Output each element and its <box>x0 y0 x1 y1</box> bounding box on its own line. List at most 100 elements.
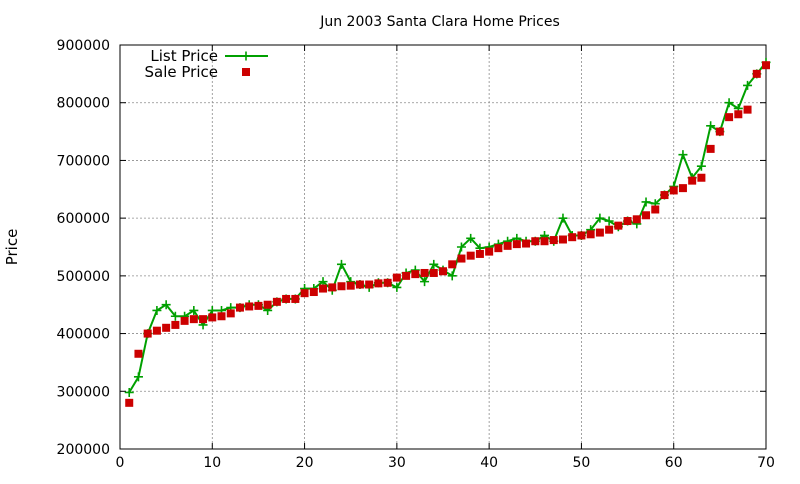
sale-price-point <box>715 127 724 136</box>
sale-price-point <box>319 284 328 293</box>
legend-marker-list-price <box>241 51 251 61</box>
grid-lines <box>120 45 766 449</box>
y-tick-label: 500000 <box>57 269 110 285</box>
sale-price-point <box>448 260 457 269</box>
x-tick-label: 50 <box>573 455 591 471</box>
sale-price-point <box>134 349 143 358</box>
sale-price-point <box>752 69 761 78</box>
sale-price-point <box>512 240 521 249</box>
sale-price-point <box>420 268 429 277</box>
list-price-point <box>456 242 466 252</box>
y-tick-label: 700000 <box>57 153 110 169</box>
list-price-point <box>706 121 716 131</box>
sale-price-point <box>605 225 614 234</box>
y-tick-label: 600000 <box>57 211 110 227</box>
list-price-point <box>724 98 734 108</box>
sale-price-point <box>439 267 447 276</box>
sale-price-point <box>688 176 697 185</box>
sale-price-point <box>189 315 198 324</box>
list-price-point <box>392 282 402 292</box>
list-price-point <box>170 311 180 321</box>
list-price-point <box>336 259 346 269</box>
sale-price-point <box>208 313 217 322</box>
sale-price-point <box>743 105 752 114</box>
legend: List Price Sale Price <box>145 47 268 81</box>
series-sale-price <box>125 61 770 407</box>
sale-price-point <box>577 231 586 240</box>
sale-price-point <box>595 228 604 237</box>
legend-marker-sale-price <box>242 68 250 76</box>
sale-price-point <box>254 301 263 310</box>
legend-label-sale-price: Sale Price <box>145 63 218 81</box>
sale-price-point <box>171 320 180 329</box>
sale-price-point <box>614 221 623 230</box>
sale-price-point <box>549 236 558 245</box>
list-price-point <box>595 213 605 223</box>
sale-price-point <box>235 303 244 312</box>
legend-label-list-price: List Price <box>150 47 218 65</box>
sale-price-point <box>309 288 318 297</box>
x-tick-label: 40 <box>480 455 498 471</box>
list-price-point <box>161 300 171 310</box>
sale-price-point <box>429 268 438 277</box>
sale-price-point <box>199 315 208 324</box>
sale-price-point <box>725 113 734 122</box>
list-price-point <box>124 387 134 397</box>
sale-price-point <box>217 312 226 321</box>
sale-price-point <box>226 309 235 318</box>
sale-price-point <box>678 184 687 193</box>
sale-price-point <box>291 294 300 303</box>
list-price-point <box>152 305 162 315</box>
list-price-point <box>743 80 753 90</box>
sale-price-point <box>392 273 401 282</box>
list-price-point <box>558 213 568 223</box>
x-tick-label: 20 <box>296 455 314 471</box>
sale-price-point <box>263 300 272 309</box>
sale-price-point <box>623 217 632 226</box>
y-tick-label: 200000 <box>57 442 110 458</box>
sale-price-point <box>457 254 466 263</box>
list-price-point <box>696 161 706 171</box>
sale-price-point <box>272 297 281 306</box>
sale-price-point <box>494 244 503 253</box>
sale-price-point <box>558 235 567 244</box>
y-tick-label: 800000 <box>57 96 110 112</box>
sale-price-point <box>706 144 715 153</box>
sale-price-point <box>282 294 291 303</box>
sale-price-point <box>143 329 152 338</box>
chart-title: Jun 2003 Santa Clara Home Prices <box>319 14 560 30</box>
sale-price-point <box>411 270 420 279</box>
x-tick-label: 60 <box>665 455 683 471</box>
sale-price-point <box>522 239 531 248</box>
list-price-point <box>447 271 457 281</box>
sale-price-point <box>365 280 374 289</box>
sale-price-point <box>669 186 678 195</box>
list-price-line <box>128 61 767 393</box>
y-tick-label: 400000 <box>57 327 110 343</box>
list-price-point <box>420 277 430 287</box>
plot-frame <box>119 44 767 450</box>
x-tick-label: 70 <box>757 455 775 471</box>
x-tick-label: 30 <box>388 455 406 471</box>
sale-price-point <box>503 241 512 250</box>
sale-price-point <box>475 249 484 258</box>
list-price-point <box>429 259 439 269</box>
list-price-point <box>641 197 651 207</box>
axis-ticks: 0 10 20 30 40 50 60 70 200000 300000 400000 500000 6… <box>57 38 775 471</box>
sale-price-point <box>697 173 706 182</box>
list-price-point <box>466 233 476 243</box>
sale-price-point <box>162 323 171 332</box>
sale-price-point <box>531 237 540 246</box>
sale-price-point <box>337 282 346 291</box>
y-tick-label: 900000 <box>57 38 110 54</box>
sale-price-point <box>180 316 189 325</box>
sale-price-point <box>402 271 411 280</box>
sale-price-point <box>374 279 383 288</box>
legend-plus-marker <box>241 51 251 61</box>
x-tick-label: 10 <box>203 455 221 471</box>
x-tick-label: 0 <box>116 455 125 471</box>
sale-price-point <box>540 237 549 246</box>
sale-price-point <box>568 233 577 242</box>
